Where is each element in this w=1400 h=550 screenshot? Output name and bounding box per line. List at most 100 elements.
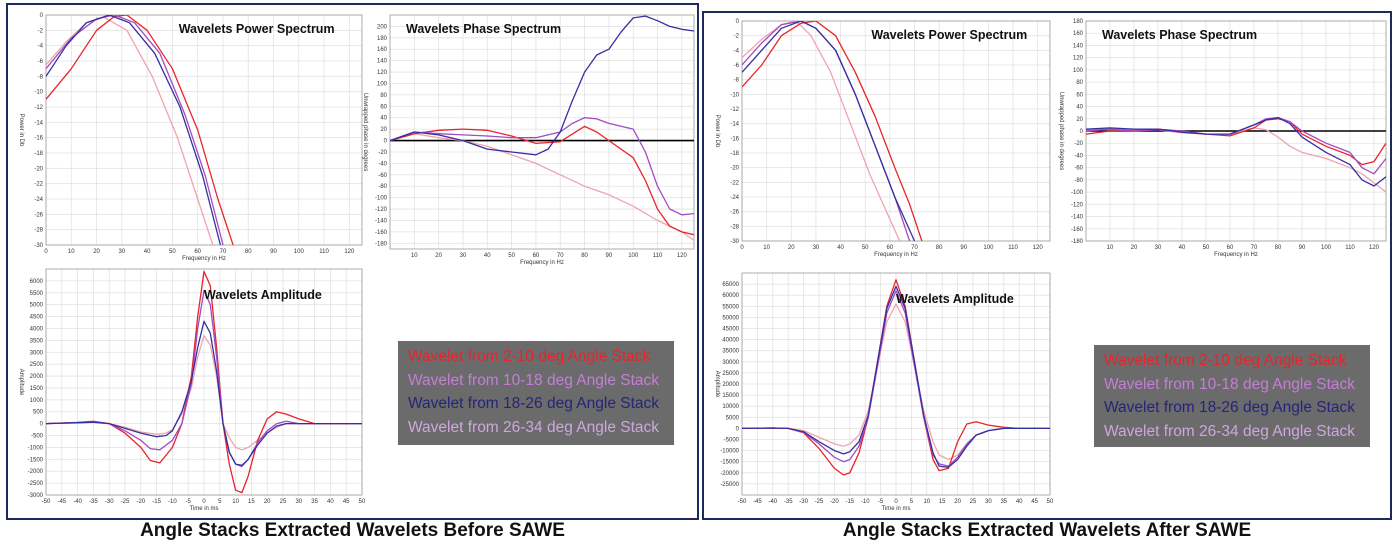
y-tick-label: -100	[375, 196, 388, 202]
x-tick-label: 60	[194, 249, 201, 255]
x-tick-label: 15	[248, 499, 255, 505]
before-legend: Wavelet from 2-10 deg Angle Stack Wavele…	[398, 341, 674, 445]
grid	[45, 269, 363, 496]
series-line-3	[742, 21, 901, 241]
y-axis-label: Power in Db	[714, 115, 720, 148]
y-tick-label: 80	[380, 93, 387, 99]
x-tick-label: -5	[186, 499, 192, 505]
x-tick-label: 35	[1000, 499, 1007, 505]
y-tick-label: -5000	[724, 438, 740, 444]
y-tick-label: 140	[377, 59, 388, 65]
y-tick-label: 500	[33, 410, 44, 416]
x-tick-label: 100	[628, 253, 639, 259]
y-tick-label: 45000	[722, 327, 739, 333]
y-axis-label: Unwrapped phase in degrees	[1058, 92, 1064, 170]
y-tick-label: 0	[40, 13, 44, 19]
before_power-svg: 0 10 20 30 40 50 60 70 80 90 100 110 120 0 -2 -4 -6 -8 -10…	[18, 13, 363, 262]
y-tick-label: 65000	[722, 282, 739, 288]
x-tick-label: 20	[435, 253, 442, 259]
x-tick-label: 45	[343, 499, 350, 505]
series-line-1	[46, 289, 362, 468]
x-tick-label: 90	[960, 245, 967, 251]
x-tick-label: 90	[606, 253, 613, 259]
y-tick-label: 60000	[722, 293, 739, 299]
x-tick-label: 120	[1033, 245, 1044, 251]
y-tick-label: -20000	[720, 471, 739, 477]
x-tick-label: 10	[923, 499, 930, 505]
series-line-2	[46, 15, 222, 245]
x-tick-label: 90	[1299, 245, 1306, 251]
series-line-2	[1086, 116, 1386, 187]
x-tick-label: 80	[581, 253, 588, 259]
y-tick-label: -1000	[28, 445, 44, 451]
x-tick-label: 120	[1369, 245, 1380, 251]
y-tick-label: 4500	[30, 315, 44, 321]
x-tick-label: 110	[1008, 245, 1018, 251]
y-tick-label: -26	[730, 210, 739, 216]
x-tick-label: -30	[105, 499, 114, 505]
y-tick-label: -20	[1074, 141, 1083, 147]
x-tick-label: 40	[484, 253, 491, 259]
plot-frame	[741, 272, 1051, 496]
x-tick-label: -35	[89, 499, 98, 505]
x-tick-label: 15	[939, 499, 946, 505]
y-tick-label: -2500	[28, 481, 44, 487]
y-tick-label: 6000	[30, 279, 44, 285]
before-phase-chart: 10 20 30 40 50 60 70 80 90 100 110 120 200 180 160 140 1…	[354, 9, 698, 271]
x-tick-label: 20	[788, 245, 795, 251]
y-tick-label: 200	[377, 24, 388, 30]
y-tick-label: -1500	[28, 457, 44, 463]
y-tick-label: 10000	[722, 404, 739, 410]
y-tick-label: 120	[377, 70, 388, 76]
plot-frame	[45, 268, 363, 496]
x-tick-label: 80	[1275, 245, 1282, 251]
x-tick-label: -20	[830, 499, 839, 505]
x-tick-label: 50	[862, 245, 869, 251]
y-tick-label: -18	[34, 151, 43, 157]
x-tick-label: 40	[1179, 245, 1186, 251]
x-tick-label: 10	[411, 253, 418, 259]
y-tick-label: 5000	[726, 415, 740, 421]
y-tick-label: -28	[730, 224, 739, 230]
y-tick-label: -10000	[720, 449, 739, 455]
y-tick-label: -12	[34, 105, 43, 111]
series-line-1	[46, 15, 224, 245]
after-power-chart: 0 10 20 30 40 50 60 70 80 90 100 110 120 0 -2 -4 -6 -8 -10…	[706, 15, 1054, 263]
x-tick-label: 30	[813, 245, 820, 251]
after-phase-chart: 10 20 30 40 50 60 70 80 90 100 110 120 180 160 140 120 1…	[1050, 15, 1390, 263]
x-tick-label: -50	[42, 499, 51, 505]
x-axis-label: Frequency in Hz	[520, 260, 564, 266]
y-tick-label: -26	[34, 212, 43, 218]
y-tick-label: 40	[1076, 105, 1083, 111]
y-tick-label: 4000	[30, 326, 44, 332]
y-tick-label: 5000	[30, 303, 44, 309]
y-tick-label: -14	[730, 122, 739, 128]
y-tick-label: 0	[736, 426, 740, 432]
x-tick-label: 80	[245, 249, 252, 255]
y-tick-label: -6	[38, 59, 44, 65]
grid	[390, 15, 694, 249]
y-tick-label: 80	[1076, 80, 1083, 86]
x-tick-label: 70	[1251, 245, 1258, 251]
x-tick-label: 40	[144, 249, 151, 255]
y-tick-label: -6	[734, 63, 740, 69]
x-tick-label: 60	[886, 245, 893, 251]
y-tick-label: -60	[1074, 166, 1083, 172]
x-tick-label: 25	[280, 499, 287, 505]
y-axis-label: Unwrapped phase in degrees	[362, 93, 368, 171]
after-sawe-panel: 0 10 20 30 40 50 60 70 80 90 100 110 120 0 -2 -4 -6 -8 -10…	[702, 11, 1392, 520]
x-tick-label: -40	[73, 499, 82, 505]
x-tick-label: 100	[294, 249, 305, 255]
series-line-0	[742, 279, 1050, 476]
y-tick-label: 140	[1073, 43, 1084, 49]
y-tick-label: -80	[1074, 178, 1083, 184]
y-tick-label: 25000	[722, 371, 739, 377]
series-line-2	[390, 15, 694, 156]
y-tick-label: 50000	[722, 315, 739, 321]
y-tick-label: -16	[34, 136, 43, 142]
chart-title: Wavelets Phase Spectrum	[1102, 28, 1257, 42]
grid	[45, 14, 362, 246]
legend-item-26-34: Wavelet from 26-34 deg Angle Stack	[408, 418, 660, 436]
legend-item-26-34: Wavelet from 26-34 deg Angle Stack	[1104, 422, 1356, 440]
y-tick-label: 55000	[722, 304, 739, 310]
